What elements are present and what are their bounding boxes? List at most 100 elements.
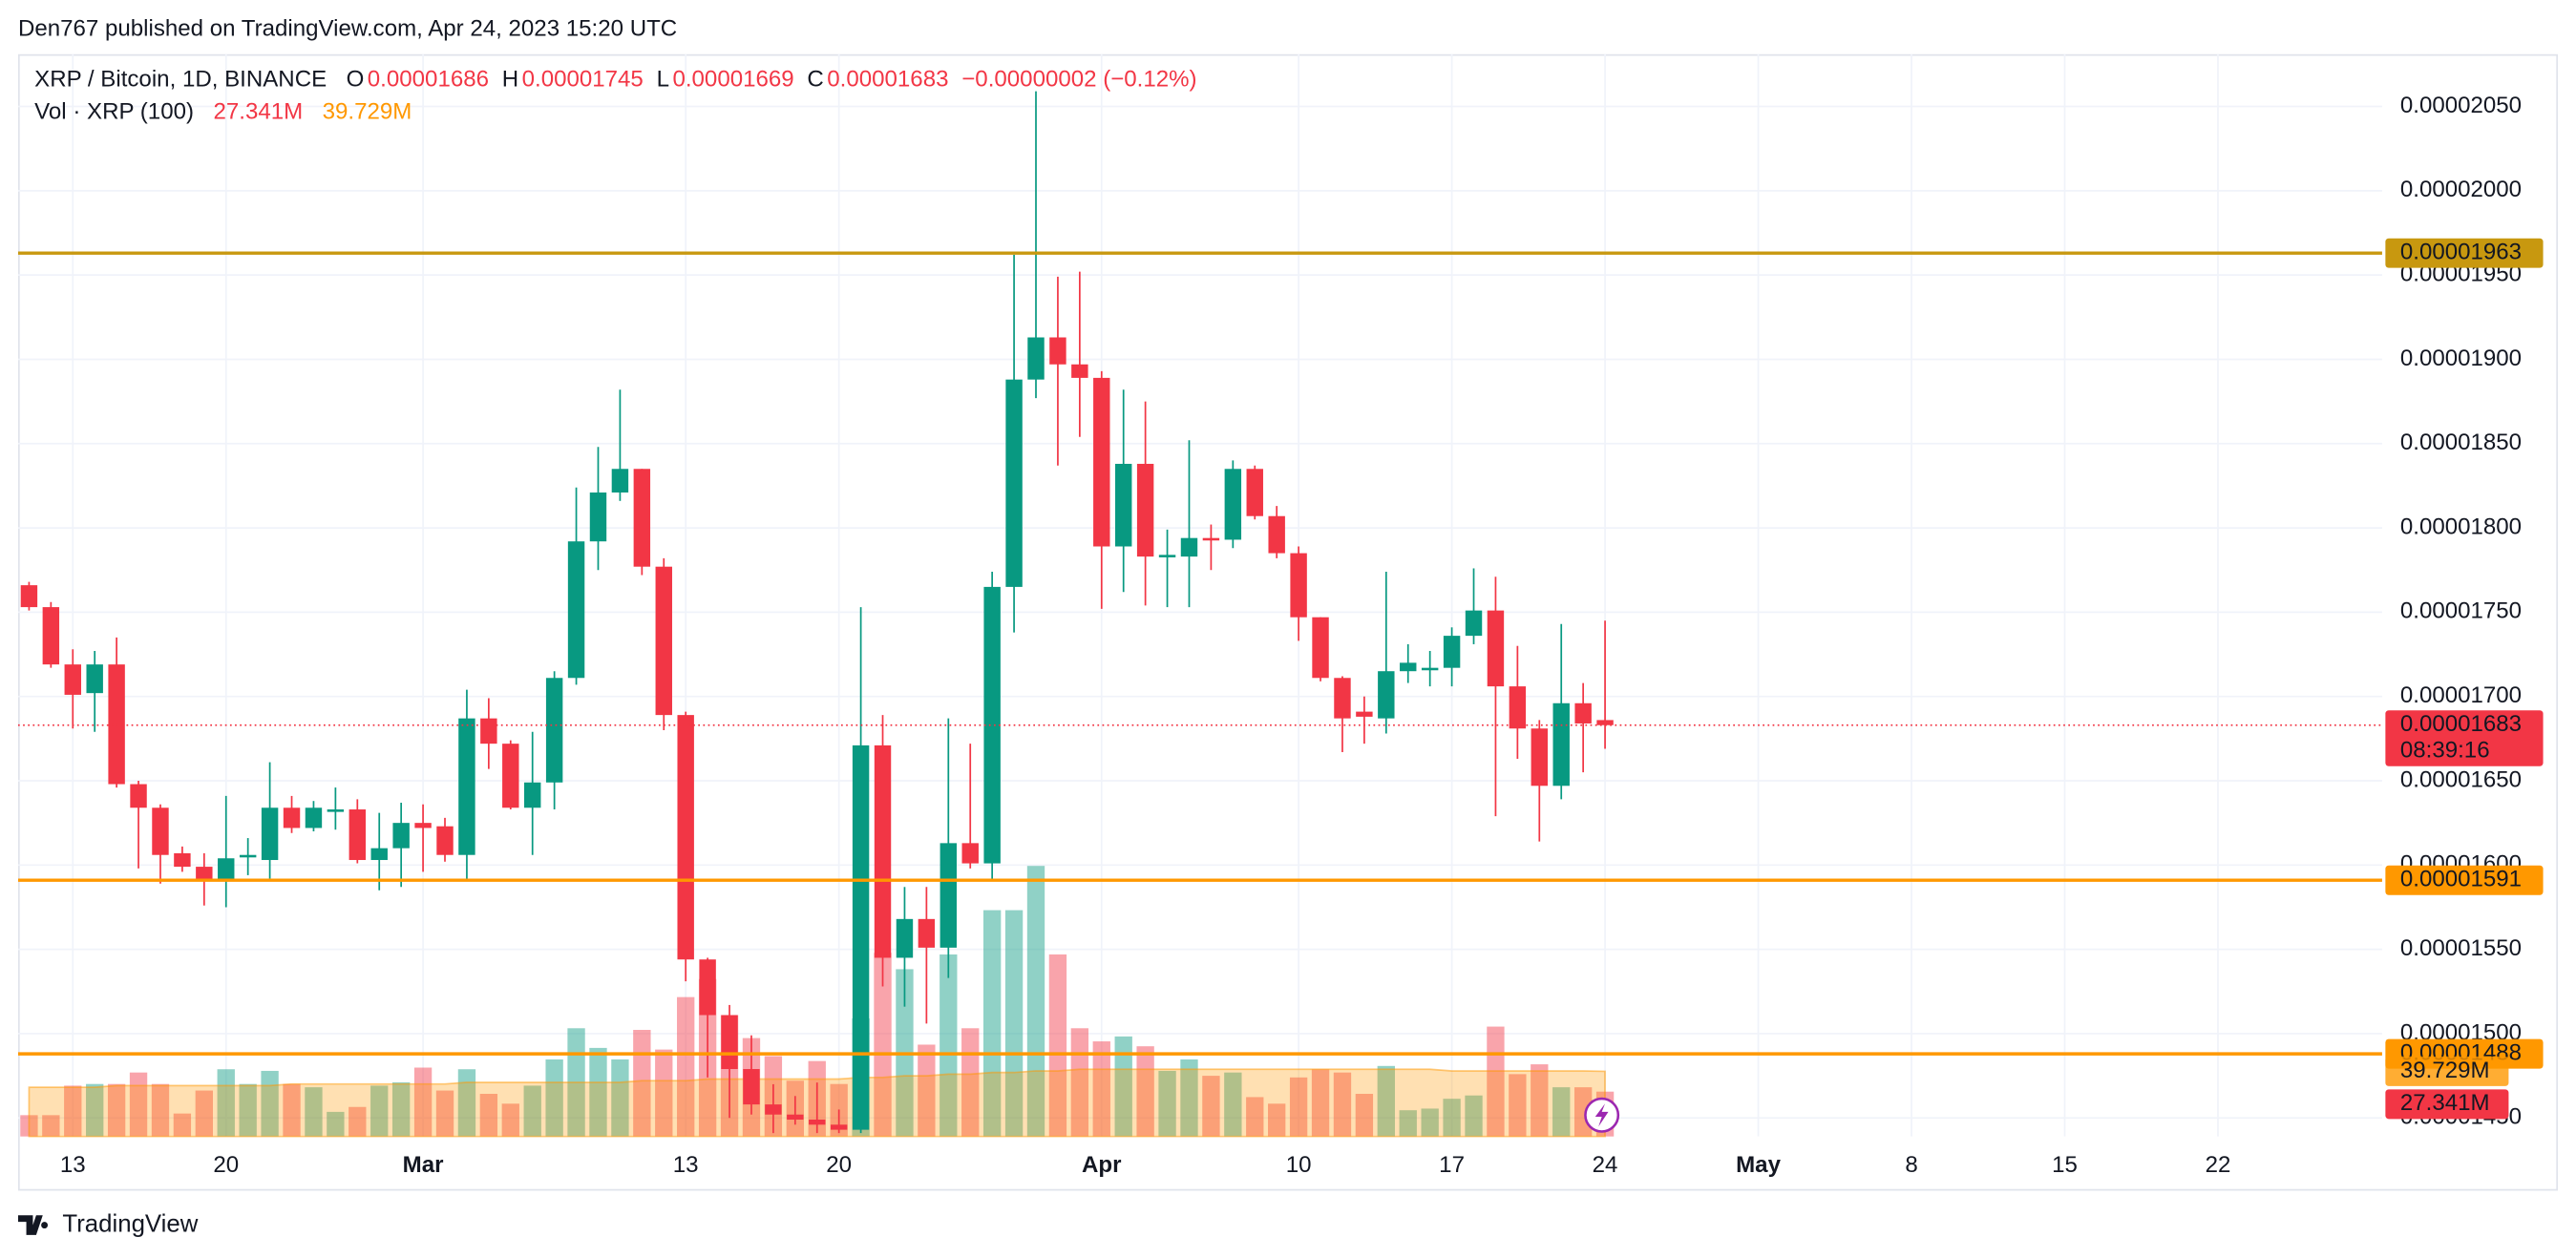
candle-body <box>1136 463 1154 557</box>
volume-bar <box>918 1044 936 1137</box>
candle-body <box>1531 728 1549 786</box>
ohlc-letter: L <box>657 67 669 93</box>
volume-bar <box>545 1059 563 1137</box>
x-tick-label: 13 <box>673 1152 699 1178</box>
level-label: 0.00001963 <box>2400 240 2522 265</box>
volume-bar <box>64 1085 82 1137</box>
volume-name: Vol · XRP (100) <box>34 99 194 125</box>
candle-body <box>64 664 81 695</box>
volume-bar <box>1509 1074 1527 1137</box>
volume-bar <box>391 1081 411 1137</box>
ohlc-value: 0.00001669 <box>672 67 793 93</box>
candle-body <box>1552 702 1570 786</box>
level-label-bg <box>2385 238 2544 268</box>
x-tick-label: Mar <box>403 1152 444 1178</box>
volume-bar <box>1531 1064 1549 1137</box>
y-tick-label: 0.00001850 <box>2400 430 2522 455</box>
y-tick-label: 0.00001700 <box>2400 682 2522 708</box>
ohlc-letter: O <box>347 67 365 93</box>
x-tick-label: 17 <box>1439 1152 1465 1178</box>
ohlc-letter: C <box>807 67 823 93</box>
price-label-bg <box>2385 710 2544 766</box>
candle-body <box>655 566 672 716</box>
volume-bar <box>611 1059 629 1137</box>
x-tick-label: 20 <box>213 1152 239 1178</box>
volume-bar <box>982 910 1002 1137</box>
x-tick-label: 8 <box>1905 1152 1917 1178</box>
volume-bar <box>129 1072 148 1137</box>
volume-bar <box>457 1069 476 1137</box>
volume-bar <box>1202 1076 1220 1137</box>
candle-body <box>1443 636 1461 668</box>
candle-body <box>918 918 936 948</box>
candle-body <box>961 843 979 864</box>
volume-bar <box>1092 1041 1110 1137</box>
candle-body <box>1487 610 1505 687</box>
volume-bar <box>305 1087 323 1137</box>
volume-bar <box>1004 910 1024 1137</box>
candle-body <box>1400 662 1417 672</box>
candle-body <box>1180 537 1198 557</box>
candle-body <box>502 744 519 808</box>
y-tick-label: 0.00002050 <box>2400 93 2522 118</box>
ohlc-letter: H <box>502 67 518 93</box>
candle-body <box>1049 337 1066 365</box>
volume-bar <box>1355 1094 1374 1137</box>
candle-body <box>1027 337 1045 380</box>
x-tick-label: Apr <box>1082 1152 1121 1178</box>
volume-bar <box>195 1090 213 1137</box>
volume-bar <box>1048 954 1067 1137</box>
volume-bar <box>1026 866 1045 1137</box>
x-tick-label: 24 <box>1593 1152 1618 1178</box>
candle-body <box>633 469 651 567</box>
volume-bar <box>370 1085 389 1137</box>
candle-body <box>1290 553 1307 618</box>
candle-body <box>1114 463 1132 547</box>
candle-body <box>940 843 958 948</box>
volume-label: 27.341M <box>2400 1090 2490 1116</box>
volume-bar <box>1289 1077 1308 1137</box>
x-tick-label: 20 <box>826 1152 852 1178</box>
legend-volume: Vol · XRP (100) 27.341M 39.729M <box>34 99 412 125</box>
volume-bar <box>1268 1103 1286 1137</box>
candle-body <box>283 807 301 828</box>
candle-body <box>1334 678 1351 719</box>
candle-body <box>1071 364 1088 378</box>
x-tick-label: 15 <box>2052 1152 2078 1178</box>
price-label: 0.00001683 <box>2400 711 2522 737</box>
y-tick-label: 0.00002000 <box>2400 177 2522 202</box>
candle-body <box>261 807 279 861</box>
candle-body <box>874 744 892 958</box>
volume-bar <box>1399 1110 1417 1137</box>
ohlc-value: 0.00001686 <box>368 67 489 93</box>
volume-bar <box>1443 1099 1461 1137</box>
x-tick-label: 22 <box>2206 1152 2231 1178</box>
volume-bar <box>42 1115 60 1137</box>
candle-body <box>983 586 1001 864</box>
legend-main: XRP / Bitcoin, 1D, BINANCE O 0.00001686 H 0… <box>34 67 1196 93</box>
brand: TradingView <box>62 1210 198 1237</box>
candle-body <box>1509 686 1527 729</box>
candle-body <box>348 809 367 861</box>
volume-bar <box>348 1106 367 1137</box>
candle-body <box>196 867 213 881</box>
volume-bar <box>501 1103 519 1137</box>
candle-body <box>130 784 147 808</box>
candle-body <box>1378 671 1395 719</box>
candle-body <box>1202 537 1220 541</box>
volume-bar <box>1158 1070 1176 1137</box>
chart-frame <box>17 53 2559 1191</box>
overlays: 0.000020500.000020000.000019500.00001900… <box>17 93 2544 1178</box>
volume-bar <box>479 1094 498 1137</box>
candle-body <box>1246 469 1263 516</box>
level-label: 0.00001591 <box>2400 867 2522 892</box>
volume-ma-label: 39.729M <box>2400 1058 2490 1083</box>
volume-bar <box>874 953 892 1137</box>
volume-bar <box>151 1083 170 1137</box>
candle-body <box>787 1114 804 1121</box>
candle-body <box>567 541 585 679</box>
candle-body <box>830 1124 848 1130</box>
volume-bar <box>1246 1097 1264 1137</box>
